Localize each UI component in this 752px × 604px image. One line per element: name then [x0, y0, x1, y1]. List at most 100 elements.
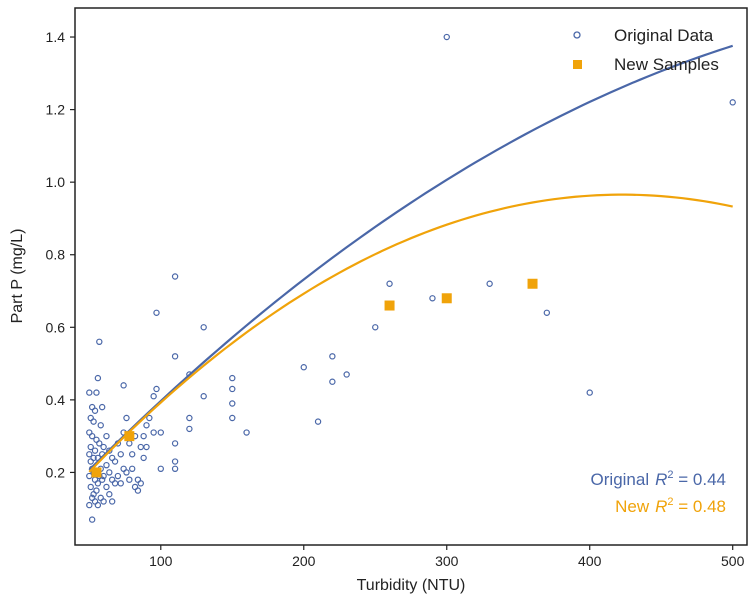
new-sample-point — [527, 278, 538, 289]
original-data-point — [186, 425, 193, 433]
original-data-point — [94, 501, 102, 509]
r2-original-exponent: 2 — [667, 469, 673, 481]
original-data-point — [96, 440, 103, 447]
original-data-point — [86, 451, 93, 458]
original-data-point — [134, 487, 142, 494]
original-data-point — [140, 432, 147, 440]
original-data-point — [117, 480, 124, 487]
original-data-point — [329, 353, 336, 360]
original-data-point — [120, 382, 127, 389]
x-axis-ticks: 100 200 300 400 500 — [149, 545, 745, 569]
original-data-point — [103, 483, 110, 491]
original-data-point — [106, 491, 113, 498]
fit-line-original — [88, 44, 734, 471]
x-tick-label: 200 — [292, 553, 316, 569]
original-data-point — [93, 389, 100, 396]
original-data-point — [94, 480, 102, 487]
legend-label-original: Original Data — [614, 26, 714, 45]
x-tick-label: 300 — [435, 553, 459, 569]
original-data-point — [106, 447, 113, 454]
new-sample-point — [91, 467, 102, 478]
original-data-point — [153, 385, 160, 393]
original-data-point — [150, 393, 157, 400]
plot-content — [86, 33, 736, 523]
original-data-point — [96, 338, 103, 346]
fit-line-new — [88, 193, 733, 473]
original-data-point — [200, 324, 207, 331]
original-data-point — [153, 309, 160, 316]
original-data-point — [150, 429, 157, 436]
original-data-point — [729, 99, 736, 106]
original-data-point — [87, 483, 94, 491]
original-data-point — [106, 469, 113, 476]
y-tick-label: 0.6 — [46, 319, 66, 335]
original-data-point — [229, 414, 236, 422]
x-tick-label: 400 — [578, 553, 602, 569]
r2-new-equals: = — [674, 497, 693, 516]
original-data-point — [103, 461, 110, 469]
y-axis-ticks: 0.2 0.4 0.6 0.8 1.0 1.2 1.4 — [46, 29, 75, 480]
original-data-point — [300, 364, 307, 371]
original-data-point — [171, 440, 179, 447]
plot-frame — [74, 7, 748, 546]
original-data-point — [87, 443, 94, 451]
original-data-point — [111, 458, 119, 465]
r2-new-label: New — [615, 497, 650, 516]
r2-new-value: 0.48 — [693, 497, 726, 516]
original-data-point — [98, 476, 106, 483]
original-data-point — [98, 403, 106, 411]
original-data-point — [314, 418, 322, 425]
original-data-point — [157, 465, 164, 473]
original-data-point — [88, 516, 96, 523]
new-sample-point — [124, 431, 135, 442]
original-data-point — [229, 385, 236, 393]
original-data-point — [171, 465, 179, 473]
original-data-point — [386, 280, 393, 287]
r2-original-label: Original — [591, 470, 650, 489]
original-data-point — [229, 374, 236, 382]
original-data-point — [90, 418, 97, 425]
original-data-point — [126, 476, 133, 483]
original-data-point — [329, 378, 336, 385]
original-data-point — [243, 429, 250, 436]
r2-original-symbol: R — [655, 470, 667, 489]
original-data-point — [97, 422, 104, 429]
original-data-point — [229, 400, 236, 407]
r2-new-exponent: 2 — [667, 496, 673, 508]
x-tick-label: 100 — [149, 553, 173, 569]
original-data-point — [143, 443, 150, 451]
original-data-point — [108, 498, 116, 505]
original-data-point — [100, 443, 107, 451]
y-tick-label: 1.0 — [46, 174, 66, 190]
y-tick-label: 0.8 — [46, 247, 66, 263]
legend-marker-original — [573, 31, 581, 39]
y-tick-label: 1.2 — [46, 102, 66, 118]
original-data-point — [586, 389, 593, 396]
original-data-point — [86, 389, 93, 396]
x-tick-label: 500 — [721, 553, 745, 569]
original-data-point — [343, 371, 350, 378]
y-tick-label: 0.2 — [46, 464, 66, 480]
original-data-point — [543, 309, 551, 316]
original-data-point — [90, 454, 97, 462]
original-data-point — [103, 432, 110, 440]
original-data-point — [94, 374, 102, 382]
original-data-point — [100, 498, 107, 505]
legend: Original Data New Samples — [573, 26, 719, 74]
original-data-point — [146, 414, 153, 422]
original-data-point — [123, 414, 130, 422]
original-data-point — [114, 472, 122, 480]
original-data-point — [429, 295, 436, 302]
original-data-point — [128, 465, 136, 473]
original-data-point — [117, 451, 124, 458]
original-data-point — [186, 414, 193, 422]
original-data-point — [443, 33, 450, 41]
original-data-point — [91, 447, 99, 454]
original-data-point — [171, 353, 179, 360]
original-data-point — [88, 432, 96, 440]
original-data-point — [137, 480, 144, 487]
original-data-point — [171, 273, 179, 280]
original-data-point — [372, 324, 379, 331]
original-data-point — [143, 422, 150, 429]
original-data-point — [123, 469, 130, 476]
